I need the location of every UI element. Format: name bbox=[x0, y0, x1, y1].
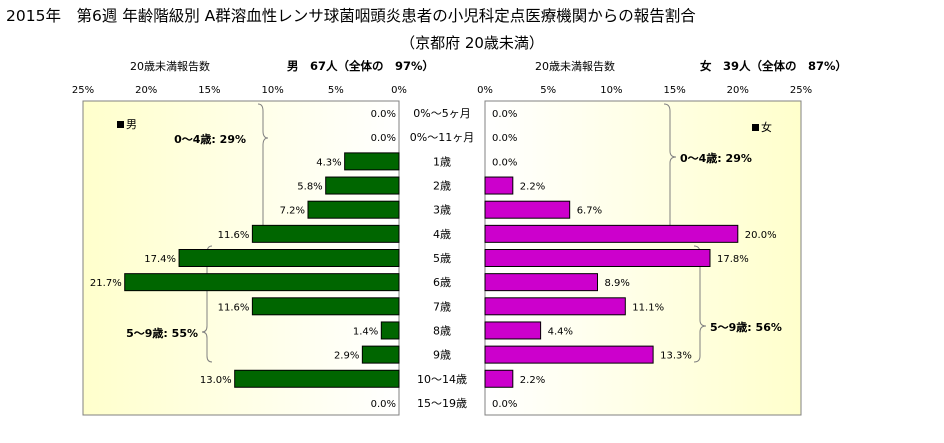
female-value-label-2: 0.0% bbox=[492, 157, 517, 168]
female-value-label-9: 4.4% bbox=[548, 326, 573, 337]
male-x-tick-2: 10% bbox=[261, 85, 283, 96]
category-label-8: 7歳 bbox=[433, 300, 451, 313]
category-label-2: 1歳 bbox=[433, 155, 451, 168]
male-bar-8 bbox=[251, 297, 400, 316]
male-bar-7 bbox=[124, 273, 400, 292]
female-bar-7 bbox=[484, 273, 598, 292]
female-value-label-7: 8.9% bbox=[604, 278, 629, 289]
female-legend-swatch bbox=[752, 124, 759, 131]
male-value-label-2: 4.3% bbox=[316, 157, 341, 168]
female-x-tick-1: 5% bbox=[540, 85, 556, 96]
female-x-tick-3: 15% bbox=[663, 85, 685, 96]
male-x-tick-5: 25% bbox=[72, 85, 94, 96]
male-x-tick-1: 5% bbox=[328, 85, 344, 96]
category-label-10: 9歳 bbox=[433, 349, 451, 362]
category-label-6: 5歳 bbox=[433, 252, 451, 265]
female-legend-label: 女 bbox=[761, 120, 772, 134]
male-value-label-9: 1.4% bbox=[353, 326, 378, 337]
male-value-label-7: 21.7% bbox=[90, 278, 122, 289]
male-bar-10 bbox=[361, 345, 400, 364]
male-bar-11 bbox=[234, 369, 400, 388]
female-header: 20歳未満報告数 bbox=[535, 60, 615, 73]
male-legend-swatch bbox=[117, 121, 124, 128]
female-value-label-12: 0.0% bbox=[492, 399, 517, 410]
male-x-tick-4: 20% bbox=[135, 85, 157, 96]
chart-title: 2015年 第6週 年齢階級別 A群溶血性レンサ球菌咽頭炎患者の小児科定点医療機… bbox=[6, 7, 696, 25]
female-bar-8 bbox=[484, 297, 626, 316]
female-bracket-5-9-label: 5～9歳: 56% bbox=[710, 320, 782, 334]
female-value-label-11: 2.2% bbox=[520, 375, 545, 386]
female-value-label-8: 11.1% bbox=[632, 302, 664, 313]
male-x-tick-3: 15% bbox=[198, 85, 220, 96]
male-value-label-10: 2.9% bbox=[334, 351, 359, 362]
male-bracket-0-4-label: 0～4歳: 29% bbox=[174, 132, 246, 146]
male-bar-3 bbox=[325, 176, 400, 195]
female-bar-4 bbox=[484, 200, 571, 219]
female-value-label-4: 6.7% bbox=[577, 206, 602, 217]
male-value-label-1: 0.0% bbox=[371, 133, 396, 144]
female-x-tick-5: 25% bbox=[790, 85, 812, 96]
female-bar-9 bbox=[484, 321, 542, 340]
category-label-12: 15～19歳 bbox=[417, 397, 467, 410]
female-summary: 女 39人（全体の 87%） bbox=[700, 59, 847, 73]
female-value-label-6: 17.8% bbox=[717, 254, 749, 265]
female-bar-3 bbox=[484, 176, 514, 195]
male-bar-9 bbox=[380, 321, 400, 340]
male-x-tick-0: 0% bbox=[391, 85, 407, 96]
category-label-5: 4歳 bbox=[433, 228, 451, 241]
male-legend-label: 男 bbox=[126, 118, 137, 131]
female-x-tick-2: 10% bbox=[600, 85, 622, 96]
category-label-7: 6歳 bbox=[433, 276, 451, 289]
male-value-label-4: 7.2% bbox=[280, 206, 305, 217]
female-bar-6 bbox=[484, 249, 711, 267]
category-label-4: 3歳 bbox=[433, 204, 451, 217]
male-bar-6 bbox=[178, 249, 400, 267]
female-bar-11 bbox=[484, 369, 514, 388]
female-bar-5 bbox=[484, 224, 739, 243]
male-summary: 男 67人（全体の 97%） bbox=[287, 59, 434, 73]
male-value-label-11: 13.0% bbox=[200, 375, 232, 386]
male-bar-2 bbox=[344, 152, 400, 171]
female-bar-10 bbox=[484, 345, 654, 364]
male-value-label-3: 5.8% bbox=[297, 182, 322, 193]
female-value-label-0: 0.0% bbox=[492, 109, 517, 120]
male-bar-4 bbox=[307, 200, 400, 219]
female-value-label-3: 2.2% bbox=[520, 182, 545, 193]
category-label-1: 0%～11ヶ月 bbox=[410, 131, 474, 144]
category-label-0: 0%～5ヶ月 bbox=[413, 107, 470, 120]
female-value-label-1: 0.0% bbox=[492, 133, 517, 144]
chart-subtitle: （京都府 20歳未満） bbox=[400, 34, 544, 52]
male-value-label-12: 0.0% bbox=[371, 399, 396, 410]
female-x-tick-0: 0% bbox=[477, 85, 493, 96]
female-bracket-0-4-label: 0～4歳: 29% bbox=[680, 151, 752, 165]
male-value-label-8: 11.6% bbox=[218, 302, 250, 313]
male-value-label-0: 0.0% bbox=[371, 109, 396, 120]
female-value-label-10: 13.3% bbox=[660, 351, 692, 362]
male-value-label-5: 11.6% bbox=[218, 230, 250, 241]
category-label-3: 2歳 bbox=[433, 180, 451, 193]
male-bracket-5-9-label: 5～9歳: 55% bbox=[126, 326, 198, 340]
female-value-label-5: 20.0% bbox=[745, 230, 777, 241]
category-label-11: 10～14歳 bbox=[417, 373, 467, 386]
male-bar-5 bbox=[251, 224, 400, 243]
male-header: 20歳未満報告数 bbox=[130, 60, 210, 73]
male-value-label-6: 17.4% bbox=[144, 254, 176, 265]
female-x-tick-4: 20% bbox=[727, 85, 749, 96]
category-label-9: 8歳 bbox=[433, 324, 451, 337]
